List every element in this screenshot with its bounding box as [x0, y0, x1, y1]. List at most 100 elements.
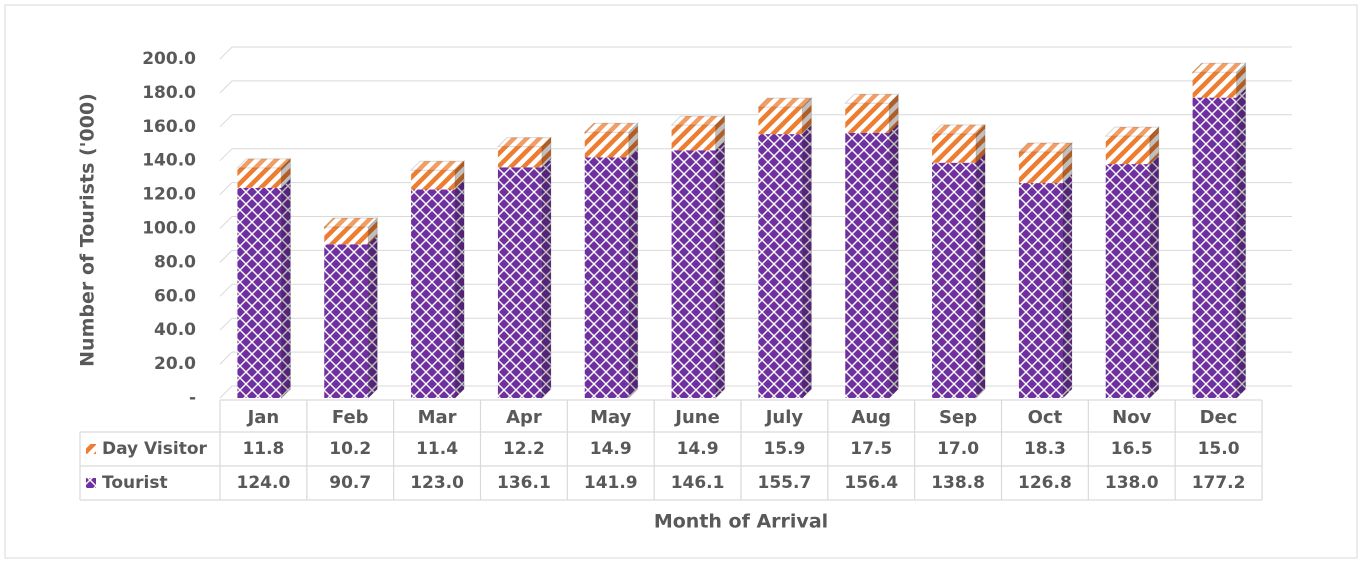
bar-segment	[1105, 136, 1150, 165]
x-tick-label: Nov	[1112, 407, 1151, 428]
table-value: 141.9	[584, 473, 638, 493]
bar-segment	[1018, 183, 1063, 398]
bar-side-shade	[281, 158, 291, 188]
bar-top	[237, 158, 291, 168]
bar-top-shade	[583, 122, 639, 133]
table-value: 136.1	[497, 473, 551, 493]
bar-top-shade	[844, 93, 900, 104]
legend-key	[86, 478, 96, 488]
x-tick-label: May	[590, 407, 632, 428]
bar-side-shade	[715, 116, 725, 151]
bar-top-shade	[496, 137, 553, 148]
bar-segment	[237, 187, 282, 398]
bar-side-shade	[889, 94, 899, 133]
y-tick-label: 180.0	[142, 83, 196, 103]
x-tick-label: Apr	[506, 407, 542, 428]
bar-side-shade	[976, 153, 986, 398]
grid-line-floor	[219, 148, 233, 162]
legend-key	[86, 444, 96, 454]
table-value: 12.2	[503, 439, 545, 459]
y-tick-label: 60.0	[154, 286, 196, 306]
table-value: 11.4	[416, 439, 458, 459]
bar-top	[671, 116, 725, 126]
bar-top-shade	[323, 217, 379, 228]
x-tick-label: Jan	[246, 407, 280, 428]
bar-segment	[1192, 97, 1237, 399]
table-value: 126.8	[1018, 473, 1072, 493]
table-value: 156.4	[844, 473, 898, 493]
grid-line-floor	[219, 385, 233, 399]
bar-side-shade	[1236, 63, 1246, 98]
bar-segment	[932, 162, 977, 398]
bar-top	[497, 137, 551, 147]
bar-top-shade	[757, 97, 813, 108]
y-tick-label: 100.0	[142, 219, 196, 239]
bar-top	[758, 98, 812, 108]
bar-top	[1192, 63, 1246, 73]
x-tick-label: Oct	[1028, 407, 1063, 428]
bar-side-shade	[281, 178, 291, 398]
bar-side-shade	[628, 123, 638, 158]
table-value: 11.8	[242, 439, 284, 459]
x-tick-label: Sep	[939, 407, 977, 428]
table-value: 14.9	[677, 439, 719, 459]
bar-top-shade	[409, 160, 466, 171]
y-tick-label: 200.0	[142, 49, 196, 69]
y-tick-label: -	[189, 388, 196, 408]
table-value: 10.2	[329, 439, 371, 459]
bar-side-shade	[541, 137, 551, 168]
x-tick-label: Feb	[332, 407, 369, 428]
bar-segment	[1105, 164, 1150, 398]
x-tick-label: June	[673, 407, 720, 428]
x-tick-label: Mar	[418, 407, 457, 428]
y-tick-label: 140.0	[142, 151, 196, 171]
bar-side-shade	[976, 124, 986, 163]
bar-side-shade	[1236, 88, 1246, 399]
grid-line-floor	[219, 80, 233, 94]
y-tick-label: 160.0	[142, 117, 196, 137]
x-tick-label: Dec	[1200, 407, 1238, 428]
bar-top-shade	[670, 115, 726, 126]
bar-segment	[411, 189, 456, 398]
bar-top	[411, 161, 465, 171]
bar-segment	[671, 150, 716, 398]
table-value: 146.1	[671, 473, 725, 493]
table-value: 15.9	[763, 439, 805, 459]
bar-segment	[1018, 152, 1063, 184]
x-tick-label: July	[764, 407, 804, 428]
table-value: 18.3	[1024, 439, 1066, 459]
bar-segment	[671, 125, 716, 151]
bar-top	[324, 217, 378, 227]
bar-top	[845, 94, 899, 104]
bar-segment	[845, 103, 890, 133]
grid-line-floor	[219, 283, 233, 297]
bar-side-shade	[1062, 174, 1072, 398]
bar-segment	[845, 132, 890, 399]
bar-side-shade	[1149, 127, 1159, 165]
table-value: 14.9	[590, 439, 632, 459]
table-value: 17.5	[850, 439, 892, 459]
bar-side-shade	[1062, 143, 1072, 184]
grid-line-floor	[219, 317, 233, 331]
x-axis-title: Month of Arrival	[654, 511, 828, 533]
bar-side-shade	[541, 158, 551, 398]
table-value: 155.7	[758, 473, 812, 493]
table-value: 90.7	[329, 473, 371, 493]
bar-segment	[584, 157, 629, 398]
grid-line-floor	[219, 114, 233, 128]
bar-top-shade	[930, 124, 987, 135]
bar-top	[932, 124, 986, 134]
table-value: 124.0	[237, 473, 291, 493]
y-axis-title: Number of Tourists ('000)	[77, 93, 99, 367]
legend-label: Day Visitor	[102, 439, 207, 459]
bar-segment	[1192, 72, 1237, 98]
bar-top	[584, 123, 638, 133]
bar-top-shade	[236, 158, 292, 169]
bar-side-shade	[802, 98, 812, 135]
y-tick-label: 40.0	[154, 320, 196, 340]
table-value: 177.2	[1192, 473, 1246, 493]
table-value: 15.0	[1198, 439, 1240, 459]
grid-line-floor	[219, 182, 233, 195]
y-tick-label: 20.0	[154, 354, 196, 374]
